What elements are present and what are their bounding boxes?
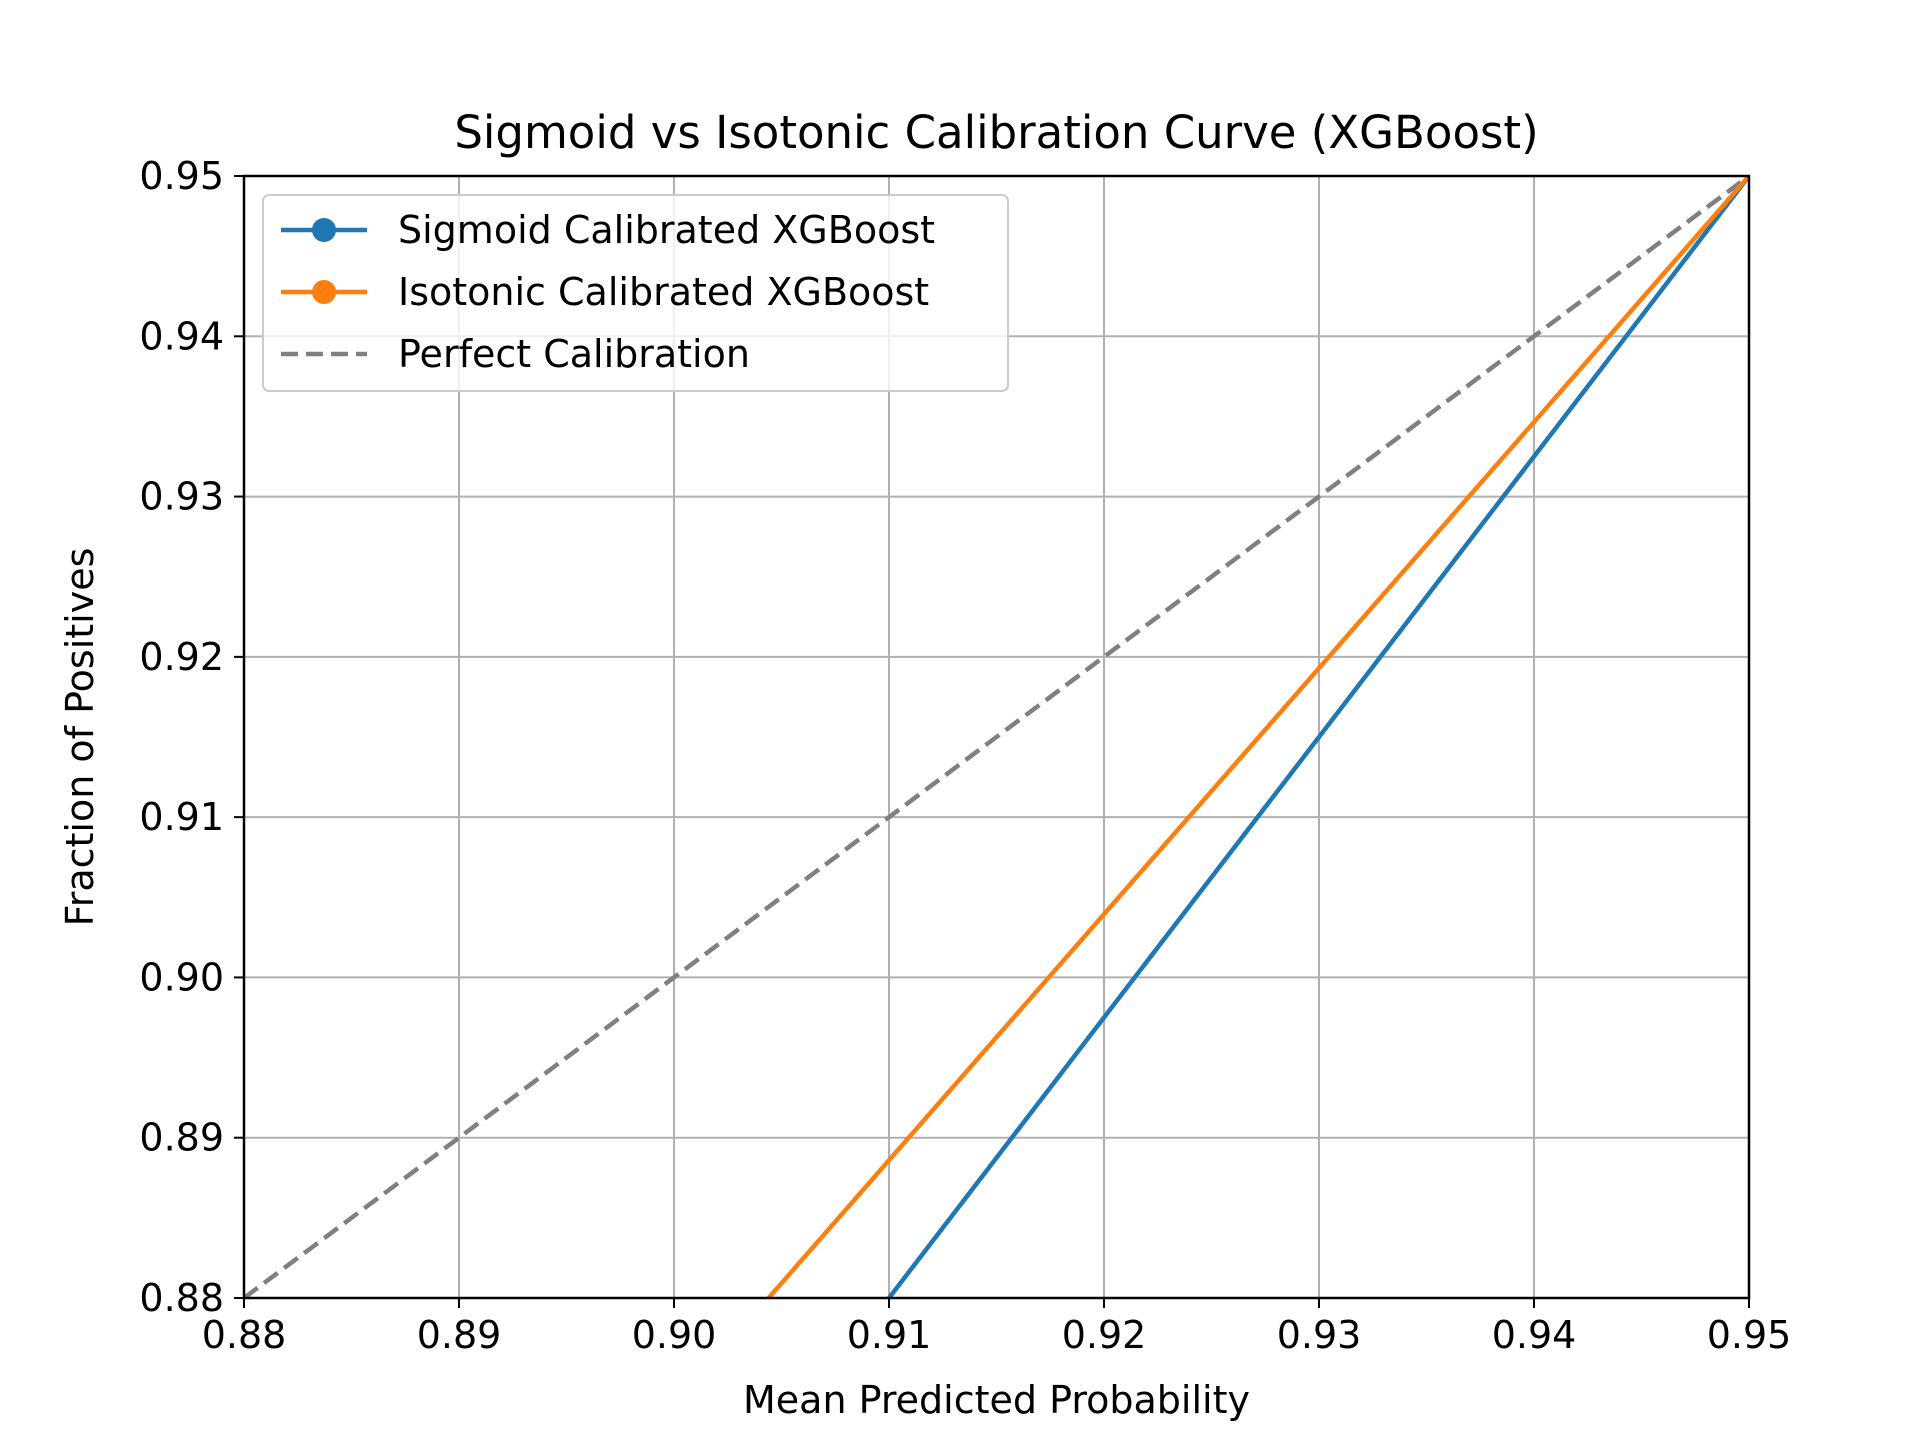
legend: Sigmoid Calibrated XGBoost Isotonic Calib…: [262, 194, 1009, 392]
y-tick-label: 0.94: [139, 314, 224, 358]
y-tick-label: 0.92: [139, 635, 224, 679]
x-tick-label: 0.92: [1062, 1313, 1147, 1357]
legend-label-2: Perfect Calibration: [398, 332, 750, 376]
x-tick-label: 0.89: [417, 1313, 502, 1357]
plot-lines: [244, 176, 1749, 1298]
axis-ticks: 0.88 0.89 0.90 0.91 0.92 0.93 0.94 0.95 0.88 0.89…: [139, 154, 1791, 1357]
y-axis-label: Fraction of Positives: [58, 548, 102, 927]
y-tick-label: 0.95: [139, 154, 224, 198]
x-tick-label: 0.88: [202, 1313, 287, 1357]
x-tick-label: 0.93: [1277, 1313, 1362, 1357]
x-tick-label: 0.91: [847, 1313, 932, 1357]
legend-box: [262, 194, 1009, 392]
plot-frame: [242, 174, 1751, 1300]
series-line-0: [887, 176, 1749, 1298]
legend-marker-1: [312, 280, 336, 304]
y-tick-label: 0.91: [139, 795, 224, 839]
y-tick-label: 0.93: [139, 475, 224, 519]
x-axis-label: Mean Predicted Probability: [743, 1378, 1250, 1422]
series-line-1: [766, 176, 1749, 1298]
legend-label-1: Isotonic Calibrated XGBoost: [398, 270, 929, 314]
y-tick-label: 0.89: [139, 1116, 224, 1160]
series-line-2: [244, 176, 1749, 1298]
legend-label-0: Sigmoid Calibrated XGBoost: [398, 208, 935, 252]
x-tick-label: 0.90: [632, 1313, 717, 1357]
y-tick-label: 0.90: [139, 955, 224, 999]
y-tick-label: 0.88: [139, 1276, 224, 1320]
x-tick-label: 0.94: [1492, 1313, 1577, 1357]
chart-title: Sigmoid vs Isotonic Calibration Curve (X…: [454, 106, 1538, 159]
x-tick-label: 0.95: [1707, 1313, 1792, 1357]
legend-marker-0: [312, 218, 336, 242]
